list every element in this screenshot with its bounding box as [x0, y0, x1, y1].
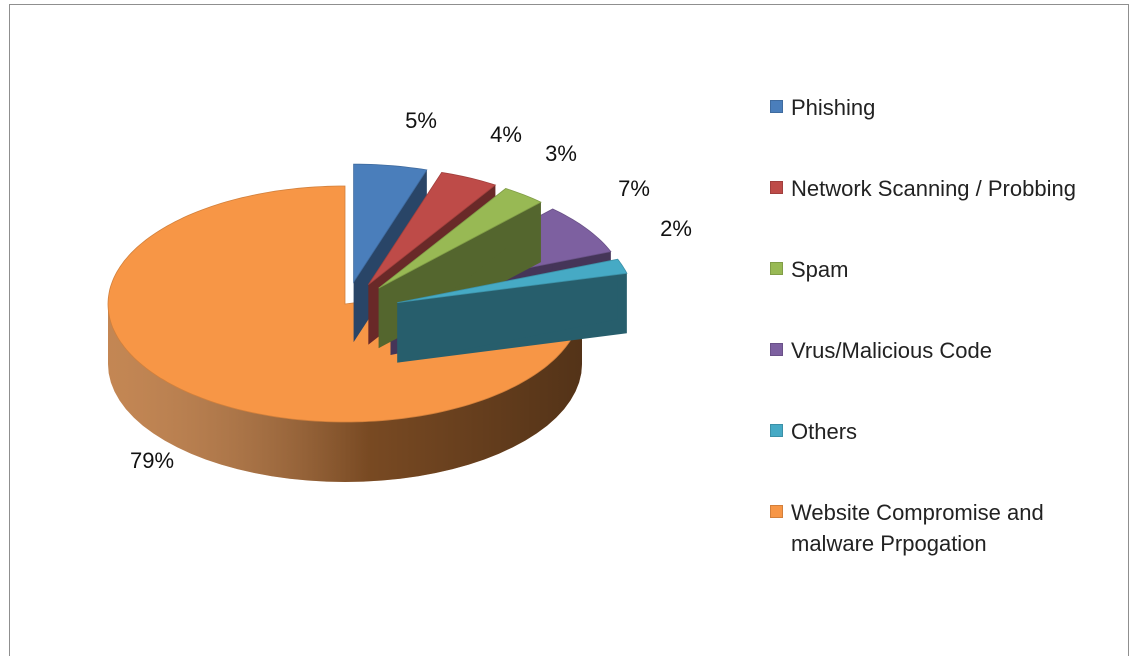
legend-item-others: Others [770, 416, 1121, 447]
legend-label: Network Scanning / Probbing [791, 176, 1076, 201]
data-label-others: 2% [660, 216, 692, 241]
legend-item-website-compromise: Website Compromise and malware Prpogatio… [770, 497, 1121, 559]
legend-swatch [770, 343, 783, 356]
data-labels: 5% 4% 3% 7% 2% 79% [130, 108, 692, 473]
slice-top [368, 171, 497, 285]
data-label-vrus-malicious-code: 7% [618, 176, 650, 201]
slice-top [378, 188, 542, 289]
slice-top [353, 163, 428, 284]
pie-slices [107, 163, 628, 482]
legend-swatch [770, 505, 783, 518]
legend-swatch [770, 424, 783, 437]
legend-label: Others [791, 419, 858, 444]
slice-top [107, 185, 583, 423]
slice-side-shade [108, 304, 582, 482]
legend-label: Spam [791, 257, 849, 282]
data-label-phishing: 5% [405, 108, 437, 133]
legend-label: Vrus/Malicious Code [791, 338, 992, 363]
legend-swatch [770, 100, 783, 113]
legend-item-spam: Spam [770, 254, 1121, 285]
legend-item-virus: Vrus/Malicious Code [770, 335, 1121, 366]
legend-item-network-scanning: Network Scanning / Probbing [770, 173, 1121, 204]
legend-swatch [770, 181, 783, 194]
legend-item-phishing: Phishing [770, 92, 1121, 123]
slice-others [397, 258, 628, 363]
legend-label: Website Compromise and malware Prpogatio… [791, 500, 1044, 556]
data-label-spam: 3% [545, 141, 577, 166]
slice-wall [397, 259, 618, 363]
data-label-website-compromise-and-malware-prpogation: 79% [130, 448, 174, 473]
data-label-network-scanning-probbing: 4% [490, 122, 522, 147]
legend-swatch [770, 262, 783, 275]
legend-label: Phishing [791, 95, 876, 120]
slice-top [397, 258, 628, 304]
